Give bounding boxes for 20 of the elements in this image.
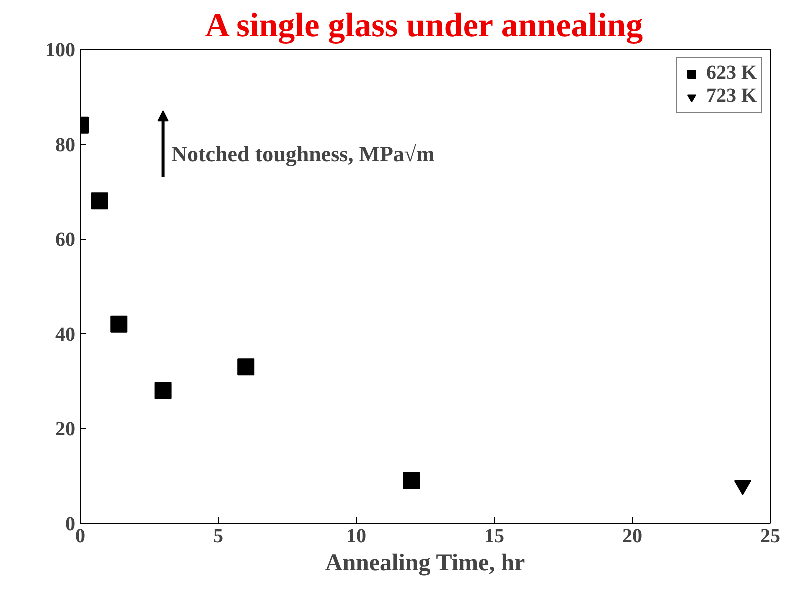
x-tick-label: 25	[760, 526, 780, 548]
point	[154, 382, 172, 400]
y-tick-label: 40	[56, 324, 76, 346]
chart-title: A single glass under annealing	[205, 8, 644, 44]
legend-label: 723 K	[706, 85, 757, 108]
legend-label: 623 K	[706, 62, 757, 85]
y-tick-label: 100	[46, 40, 76, 62]
point	[238, 358, 255, 376]
y-tick-label: 60	[56, 229, 76, 252]
y-tick-label: 80	[56, 134, 76, 156]
point	[110, 316, 128, 333]
y-tick-label: 20	[56, 418, 76, 441]
x-axis-title: Annealing Time, hr	[325, 550, 526, 576]
x-tick-label: 15	[484, 526, 504, 548]
point	[403, 472, 420, 490]
x-tick-label: 10	[346, 526, 366, 548]
annotation: Notched toughness, MPa√m	[172, 141, 435, 166]
point	[91, 192, 108, 210]
x-tick-label: 20	[622, 526, 642, 548]
x-tick-label: 5	[214, 526, 224, 548]
